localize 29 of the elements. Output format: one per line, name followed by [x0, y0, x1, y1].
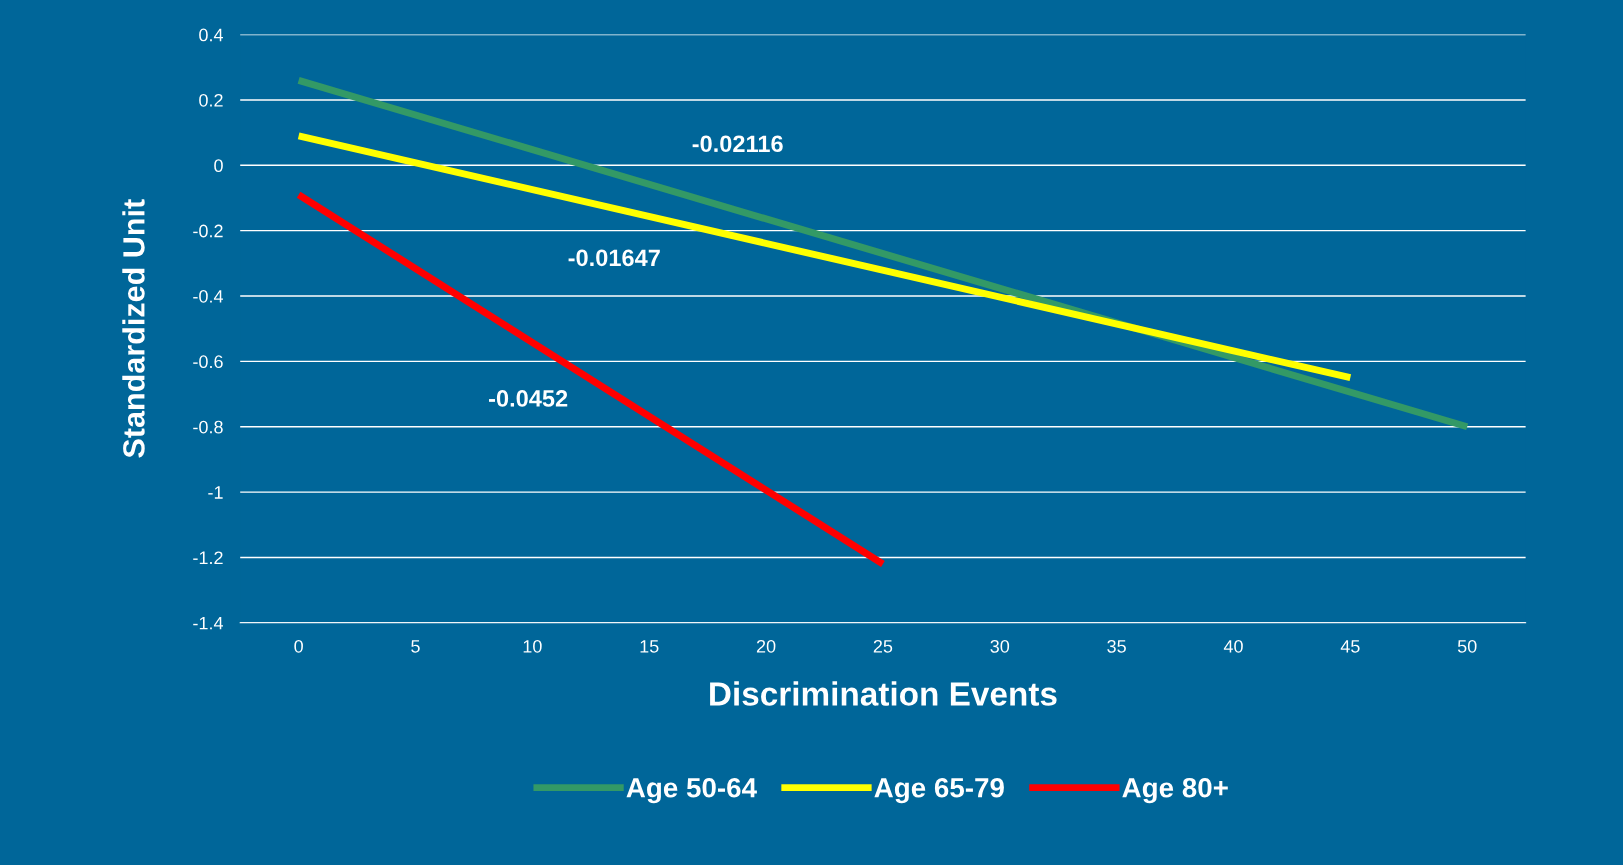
x-tick-label: 20 — [756, 639, 776, 653]
x-axis-title: Discrimination Events — [710, 681, 1057, 706]
x-tick-label: 35 — [1107, 639, 1126, 653]
x-tick-label: 30 — [990, 639, 1010, 653]
y-tick-label: -1 — [208, 486, 223, 499]
x-tick-label: 40 — [1223, 639, 1243, 653]
x-tick-label: 50 — [1457, 639, 1477, 653]
y-tick-label: -1.4 — [193, 616, 224, 630]
x-tick-label: 45 — [1340, 640, 1360, 653]
legend-label: Age 80+ — [1122, 777, 1228, 804]
y-tick-label: 0.4 — [199, 28, 224, 42]
y-axis-title: Standardized Unit — [122, 199, 145, 458]
y-tick-label: 0.2 — [199, 93, 223, 107]
annotation: -0.02116 — [692, 135, 783, 153]
x-tick-label: 15 — [640, 640, 659, 653]
y-tick-label: -0.6 — [193, 355, 223, 369]
legend-label: Age 50-64 — [626, 777, 757, 804]
x-tick-label: 5 — [411, 640, 420, 653]
y-tick-label: -0.8 — [193, 420, 223, 434]
legend-label: Age 65-79 — [874, 777, 1004, 804]
y-tick-label: -0.2 — [193, 224, 223, 238]
x-tick-label: 10 — [523, 639, 542, 653]
x-tick-label: 0 — [294, 639, 303, 653]
annotation: -0.01647 — [568, 249, 660, 267]
y-tick-label: -0.4 — [193, 289, 224, 303]
y-tick-label: -1.2 — [193, 551, 223, 564]
y-tick-label: 0 — [214, 159, 223, 173]
x-tick-label: 25 — [873, 639, 893, 653]
annotation: -0.0452 — [489, 390, 568, 407]
